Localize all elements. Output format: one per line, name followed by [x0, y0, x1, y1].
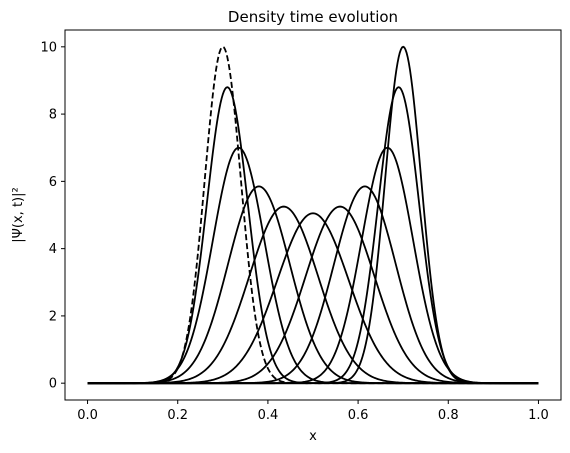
y-tick-label: 0 [49, 377, 57, 392]
density-curve-5 [87, 212, 539, 385]
x-tick-label: 0.8 [438, 408, 459, 423]
density-curve-0 [87, 45, 539, 385]
y-tick-label: 4 [49, 242, 57, 257]
x-axis-label: x [309, 429, 317, 444]
y-tick-label: 8 [49, 108, 57, 123]
y-tick-label: 6 [49, 175, 57, 190]
density-curve-7 [87, 185, 539, 385]
y-axis-ticks: 0 2 4 6 8 10 [40, 40, 65, 392]
x-tick-label: 1.0 [528, 408, 549, 423]
density-curve-10 [87, 45, 539, 385]
x-tick-label: 0.0 [77, 408, 98, 423]
chart-title: Density time evolution [228, 8, 398, 26]
y-tick-label: 10 [40, 40, 57, 55]
x-axis-ticks: 0.0 0.2 0.4 0.6 0.8 1.0 [77, 400, 549, 423]
density-curve-4 [87, 205, 539, 385]
x-tick-label: 0.2 [167, 408, 188, 423]
y-tick-label: 2 [49, 309, 57, 324]
density-curve-2 [87, 146, 539, 385]
density-curve-6 [87, 205, 539, 385]
plot-frame [64, 29, 562, 401]
x-tick-label: 0.6 [348, 408, 369, 423]
curves-group [87, 45, 539, 385]
y-axis-label: |Ψ(x, t)|² [11, 187, 26, 242]
density-curve-3 [87, 185, 539, 385]
x-tick-label: 0.4 [258, 408, 279, 423]
density-curve-8 [87, 146, 539, 385]
